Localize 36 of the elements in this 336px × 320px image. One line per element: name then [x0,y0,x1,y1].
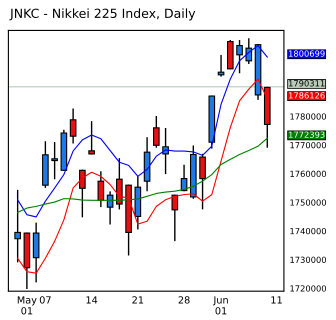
candlestick [79,170,86,218]
candlestick [153,116,160,148]
x-tick-label: 21 [132,296,144,304]
candlestick [199,154,206,210]
text: 1800699 [289,50,325,57]
candlestick [14,190,21,262]
y-tick-label: 1740000 [290,228,326,234]
x-tick-label: 14 [86,296,98,304]
x-tick-label: 11 [271,296,282,304]
line-series [17,138,268,213]
chart-title: JNKC - Nikkei 225 Index, Daily [9,8,196,20]
text: 1772393 [289,131,325,138]
text: 1786126 [289,92,325,99]
y-tick-label: 1730000 [290,256,326,263]
x-tick-label: 28 [178,296,190,304]
y-tick-label: 1750000 [290,199,326,206]
candlestick [180,164,188,192]
candlestick [70,108,76,144]
y-tick-label: 1760000 [290,170,326,177]
candlestick [98,171,104,208]
x-tick-label: May 01 [18,296,37,314]
x-tick-label: 07 [40,296,51,304]
line-series [17,45,268,218]
candlestick [51,142,58,180]
y-tick-label: 1770000 [290,142,326,148]
candlestick [218,54,224,77]
y-tick-label: 1720000 [290,285,326,292]
candlestick [245,38,252,64]
candlestick [171,194,178,242]
x-tick-label: Jun 01 [212,296,228,314]
y-tick-label: 1780000 [290,113,326,120]
ref-line-label: 1790311 [289,80,324,86]
candlestick [162,128,169,174]
candlestick [106,191,114,225]
candlestick [88,121,95,155]
candlestick [236,40,243,74]
